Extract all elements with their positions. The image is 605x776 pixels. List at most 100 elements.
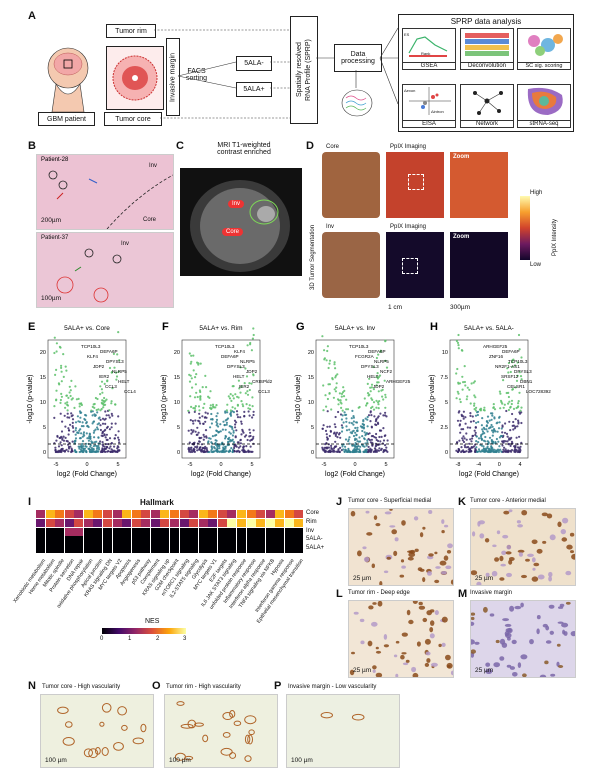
y-tick: 10	[442, 350, 448, 356]
heatmap-cell	[256, 510, 266, 519]
cell-nucleus	[546, 513, 553, 519]
volcano-point	[468, 447, 471, 450]
volcano-point	[328, 362, 331, 365]
vessel-mark	[222, 712, 234, 720]
cell-nucleus	[565, 570, 572, 576]
volcano-point	[339, 399, 342, 402]
volcano-point	[474, 396, 477, 399]
volcano-point	[54, 373, 57, 376]
volcano-point	[75, 398, 78, 401]
volcano-point	[115, 371, 118, 374]
volcano-point	[226, 417, 230, 420]
cell-nucleus	[435, 566, 441, 569]
heatmap-cell	[179, 527, 189, 536]
volcano-point	[487, 450, 490, 453]
volcano-point	[200, 436, 203, 439]
volcano-point	[483, 450, 486, 453]
volcano-point	[245, 403, 248, 406]
volcano-point	[377, 381, 380, 384]
volcano-point	[506, 367, 509, 370]
gene-label: TCP10L3	[81, 344, 101, 349]
volcano-point	[93, 429, 96, 432]
cell-nucleus	[395, 640, 400, 644]
heatmap-cell	[189, 536, 199, 545]
volcano-point	[345, 408, 348, 411]
cell-nucleus	[447, 665, 451, 668]
volcano-point	[466, 395, 469, 398]
volcano-point	[235, 410, 239, 413]
volcano-point	[199, 397, 202, 400]
volcano-point	[240, 400, 243, 403]
volcano-point	[240, 385, 243, 388]
volcano-point	[234, 426, 237, 429]
cell-nucleus	[485, 572, 490, 577]
heatmap-cell	[265, 527, 275, 536]
volcano-point	[350, 422, 353, 425]
volcano-point	[517, 400, 520, 403]
volcano-point	[470, 440, 473, 443]
volcano-point	[482, 447, 485, 450]
heatmap-cell	[55, 536, 65, 545]
volcano-point	[506, 440, 509, 443]
volcano-point	[105, 414, 108, 417]
gsea-label: GSEA	[403, 62, 455, 69]
y-tick: 5	[311, 425, 314, 431]
volcano-point	[363, 431, 366, 434]
volcano-point	[70, 447, 73, 450]
panel-m-title: Invasive margin	[470, 590, 513, 596]
tumor-rim-box: Tumor rim	[106, 24, 156, 38]
volcano-point	[463, 365, 466, 368]
volcano-point	[511, 361, 514, 364]
heatmap-cell	[131, 536, 141, 545]
gene-label: TCP10L3	[215, 344, 235, 349]
cell-nucleus	[408, 552, 416, 557]
volcano-point	[341, 445, 344, 448]
volcano-point	[380, 447, 383, 450]
x-tick: -5	[54, 462, 59, 468]
volcano-point	[509, 429, 512, 432]
cell-nucleus	[412, 672, 419, 677]
cell-nucleus	[508, 509, 513, 513]
volcano-point	[333, 361, 336, 364]
cell-nucleus	[508, 557, 515, 561]
cell-nucleus	[401, 652, 407, 655]
volcano-point	[194, 409, 197, 412]
volcano-point	[365, 450, 368, 453]
volcano-point	[245, 450, 248, 453]
volcano-point	[73, 449, 76, 452]
panel-a-connectors	[154, 27, 399, 119]
gene-label: ARHGEF25	[483, 344, 508, 349]
volcano-point	[384, 414, 387, 417]
volcano-point	[364, 434, 367, 437]
gene-label: CELSR1	[507, 384, 525, 389]
heatmap-cell	[103, 510, 112, 519]
volcano-point	[251, 450, 254, 453]
cell-nucleus	[444, 524, 449, 528]
cell-nucleus	[446, 550, 452, 554]
heatmap-cell	[217, 527, 227, 536]
volcano-point	[92, 420, 95, 423]
cell-nucleus	[500, 563, 506, 567]
volcano-point	[380, 435, 383, 438]
volcano-point	[507, 395, 510, 399]
volcano-point	[376, 372, 379, 375]
volcano-point	[488, 419, 491, 422]
volcano-point	[107, 414, 110, 417]
volcano-point	[117, 370, 120, 373]
volcano-point	[367, 450, 370, 453]
scale-200um: 200µm	[41, 217, 62, 224]
volcano-point	[252, 413, 255, 417]
zoom-inv-image: Zoom	[450, 232, 508, 298]
gene-label: JDP2	[373, 384, 385, 389]
y-tick: 7.5	[440, 375, 448, 381]
vessel-mark	[248, 729, 255, 736]
volcano-point	[336, 373, 339, 376]
vessel-mark	[244, 734, 251, 744]
volcano-point	[68, 385, 71, 388]
cell-nucleus	[496, 530, 501, 535]
cell-nucleus	[434, 579, 440, 584]
volcano-point	[107, 450, 110, 453]
cell-nucleus	[438, 643, 442, 648]
cell-nucleus	[395, 673, 399, 677]
volcano-point	[110, 412, 113, 415]
